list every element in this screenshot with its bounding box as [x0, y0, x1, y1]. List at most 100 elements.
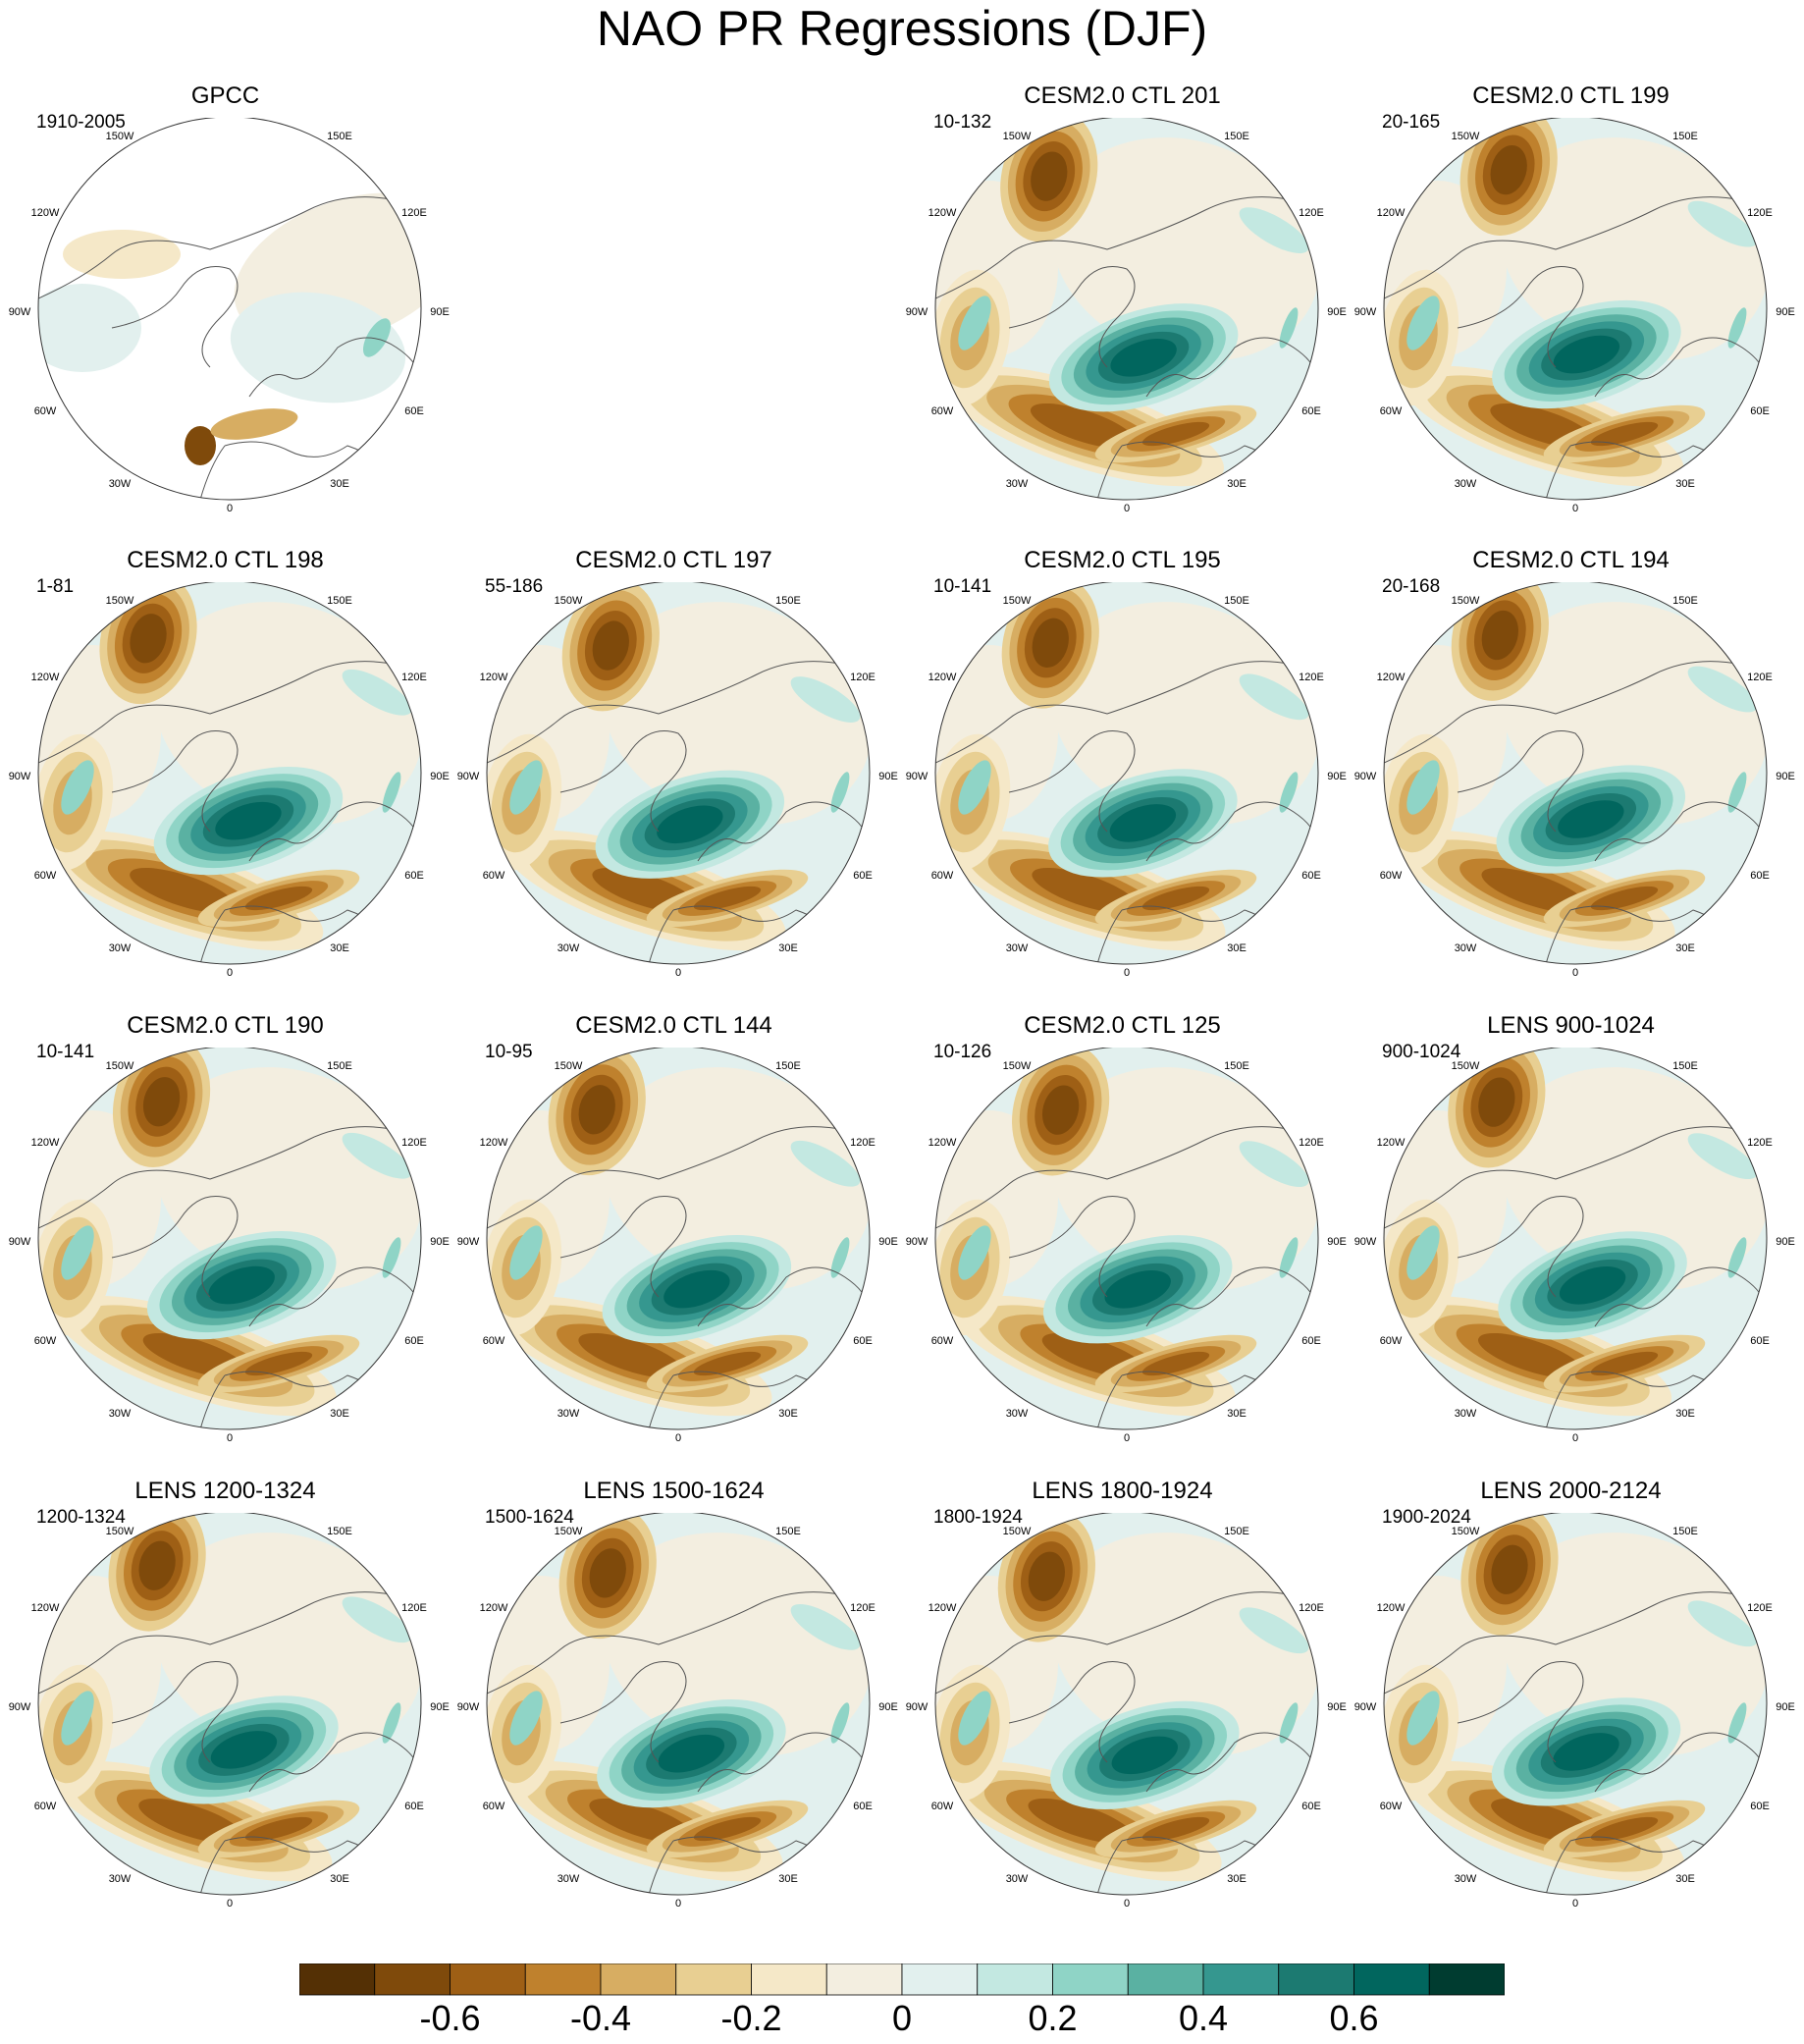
pacific-dry-pole	[142, 1077, 181, 1127]
longitude-label: 60E	[404, 870, 424, 882]
map-boundary	[934, 118, 1319, 501]
wet-anomaly	[509, 1225, 543, 1280]
longitude-label: 90W	[9, 1236, 31, 1248]
background-field	[154, 602, 421, 826]
north-atlantic-wet-pole	[1558, 800, 1624, 838]
wet-anomaly	[1239, 1607, 1309, 1654]
longitude-label: 30E	[778, 1408, 798, 1420]
longitude-label: 60W	[34, 405, 57, 417]
coastlines	[935, 1591, 1316, 1895]
colorbar-box	[450, 1963, 526, 1996]
colorbar-box	[1428, 1963, 1506, 1996]
longitude-label: 120W	[929, 1602, 957, 1614]
north-atlantic-wet-pole	[657, 805, 723, 844]
map-panel: LENS 900-1024900-1024180150E120E90E60E30…	[1346, 1008, 1796, 1474]
atlantic-dry-arc	[1028, 1798, 1135, 1845]
pacific-dry-pole	[592, 620, 629, 671]
pacific-dry-pole	[578, 1085, 615, 1135]
map-panel: CESM2.0 CTL 14410-95180150E120E90E60E30E…	[449, 1008, 899, 1474]
panel-period: 1800-1924	[933, 1507, 1023, 1528]
longitude-label: 60W	[931, 870, 954, 882]
longitude-label: 90E	[1327, 1701, 1347, 1713]
longitude-label: 90W	[1354, 771, 1377, 782]
polar-map: 180150E120E90E60E30E030W60W90W120W150W	[906, 118, 1347, 514]
longitude-label: 30E	[330, 1408, 349, 1420]
longitude-label: 120E	[1747, 672, 1773, 683]
polar-map: 180150E120E90E60E30E030W60W90W120W150W	[9, 118, 450, 514]
longitude-label: 120E	[1299, 1602, 1324, 1614]
land-field	[63, 230, 181, 279]
north-atlantic-wet-pole	[1109, 804, 1177, 842]
longitude-label: 150W	[555, 595, 583, 607]
longitude-label: 120E	[1747, 1137, 1773, 1149]
longitude-label: 90E	[1327, 771, 1347, 782]
north-atlantic-wet-pole	[1110, 338, 1177, 377]
pacific-dry-pole	[1490, 144, 1527, 195]
longitude-label: 150E	[1672, 595, 1698, 607]
map-boundary	[1383, 1048, 1768, 1430]
mediterranean-dry-band	[1141, 421, 1210, 447]
coastlines	[38, 661, 419, 964]
map-panel: LENS 1800-19241800-1924180150E120E90E60E…	[897, 1474, 1348, 1939]
longitude-label: 120E	[850, 1602, 875, 1614]
longitude-label: 30W	[1006, 942, 1029, 954]
longitude-label: 30E	[1227, 478, 1247, 490]
pacific-dry-pole	[1491, 1544, 1528, 1594]
longitude-label: 0	[1572, 1898, 1578, 1910]
longitude-label: 120W	[929, 207, 957, 219]
land-field	[38, 284, 141, 372]
longitude-label: 150E	[327, 131, 352, 142]
longitude-label: 120E	[1747, 207, 1773, 219]
longitude-label: 90W	[1354, 1701, 1377, 1713]
pacific-dry-pole	[1032, 618, 1069, 668]
longitude-label: 90W	[906, 1236, 929, 1248]
mediterranean-dry-band	[1590, 886, 1659, 911]
longitude-label: 30E	[1227, 942, 1247, 954]
map-panel: LENS 2000-21241900-2024180150E120E90E60E…	[1346, 1474, 1796, 1939]
pacific-dry-pole	[138, 1540, 176, 1590]
longitude-label: 60W	[483, 1801, 505, 1812]
longitude-label: 90E	[1776, 306, 1795, 318]
panel-period: 20-165	[1382, 112, 1441, 133]
longitude-label: 60E	[1750, 1335, 1770, 1347]
longitude-label: 60E	[1301, 870, 1321, 882]
longitude-label: 150E	[1224, 595, 1249, 607]
background-field	[1051, 1533, 1318, 1756]
longitude-label: 0	[675, 1432, 681, 1444]
longitude-label: 120E	[401, 207, 427, 219]
pacific-dry-pole	[1031, 151, 1068, 201]
longitude-label: 60E	[1301, 1335, 1321, 1347]
panel-period: 10-132	[933, 112, 992, 133]
longitude-label: 30E	[1675, 478, 1695, 490]
atlantic-dry-arc	[1030, 403, 1137, 450]
map-panel: CESM2.0 CTL 19420-168180150E120E90E60E30…	[1346, 543, 1796, 1008]
longitude-label: 90W	[906, 306, 929, 318]
mediterranean-dry-band	[693, 886, 762, 911]
dry-anomaly	[210, 408, 298, 440]
north-atlantic-wet-pole	[1104, 1270, 1171, 1309]
wet-anomaly	[382, 1237, 401, 1278]
wet-anomaly	[382, 1702, 401, 1744]
longitude-label: 0	[227, 503, 233, 514]
panel-title: CESM2.0 CTL 195	[1024, 547, 1221, 573]
longitude-label: 120E	[850, 1137, 875, 1149]
longitude-label: 30E	[778, 1873, 798, 1885]
longitude-label: 150W	[1003, 1060, 1032, 1072]
longitude-label: 30E	[1227, 1873, 1247, 1885]
wet-anomaly	[1406, 1225, 1440, 1280]
longitude-label: 30W	[1455, 1408, 1477, 1420]
longitude-label: 120W	[1377, 672, 1406, 683]
map-panel: CESM2.0 CTL 19920-165180150E120E90E60E30…	[1346, 79, 1796, 544]
longitude-label: 60E	[853, 870, 873, 882]
longitude-label: 60W	[931, 1335, 954, 1347]
map-boundary	[934, 1513, 1319, 1896]
colorbar-box	[901, 1963, 979, 1996]
longitude-label: 90E	[430, 1701, 450, 1713]
longitude-label: 150W	[1003, 1526, 1032, 1537]
wet-anomaly	[61, 1691, 94, 1746]
longitude-label: 60W	[1380, 1335, 1403, 1347]
longitude-label: 30W	[1455, 942, 1477, 954]
colorbar-tick-label: 0.2	[1028, 1998, 1078, 2038]
panel-period: 10-141	[933, 576, 992, 597]
longitude-label: 30E	[330, 942, 349, 954]
